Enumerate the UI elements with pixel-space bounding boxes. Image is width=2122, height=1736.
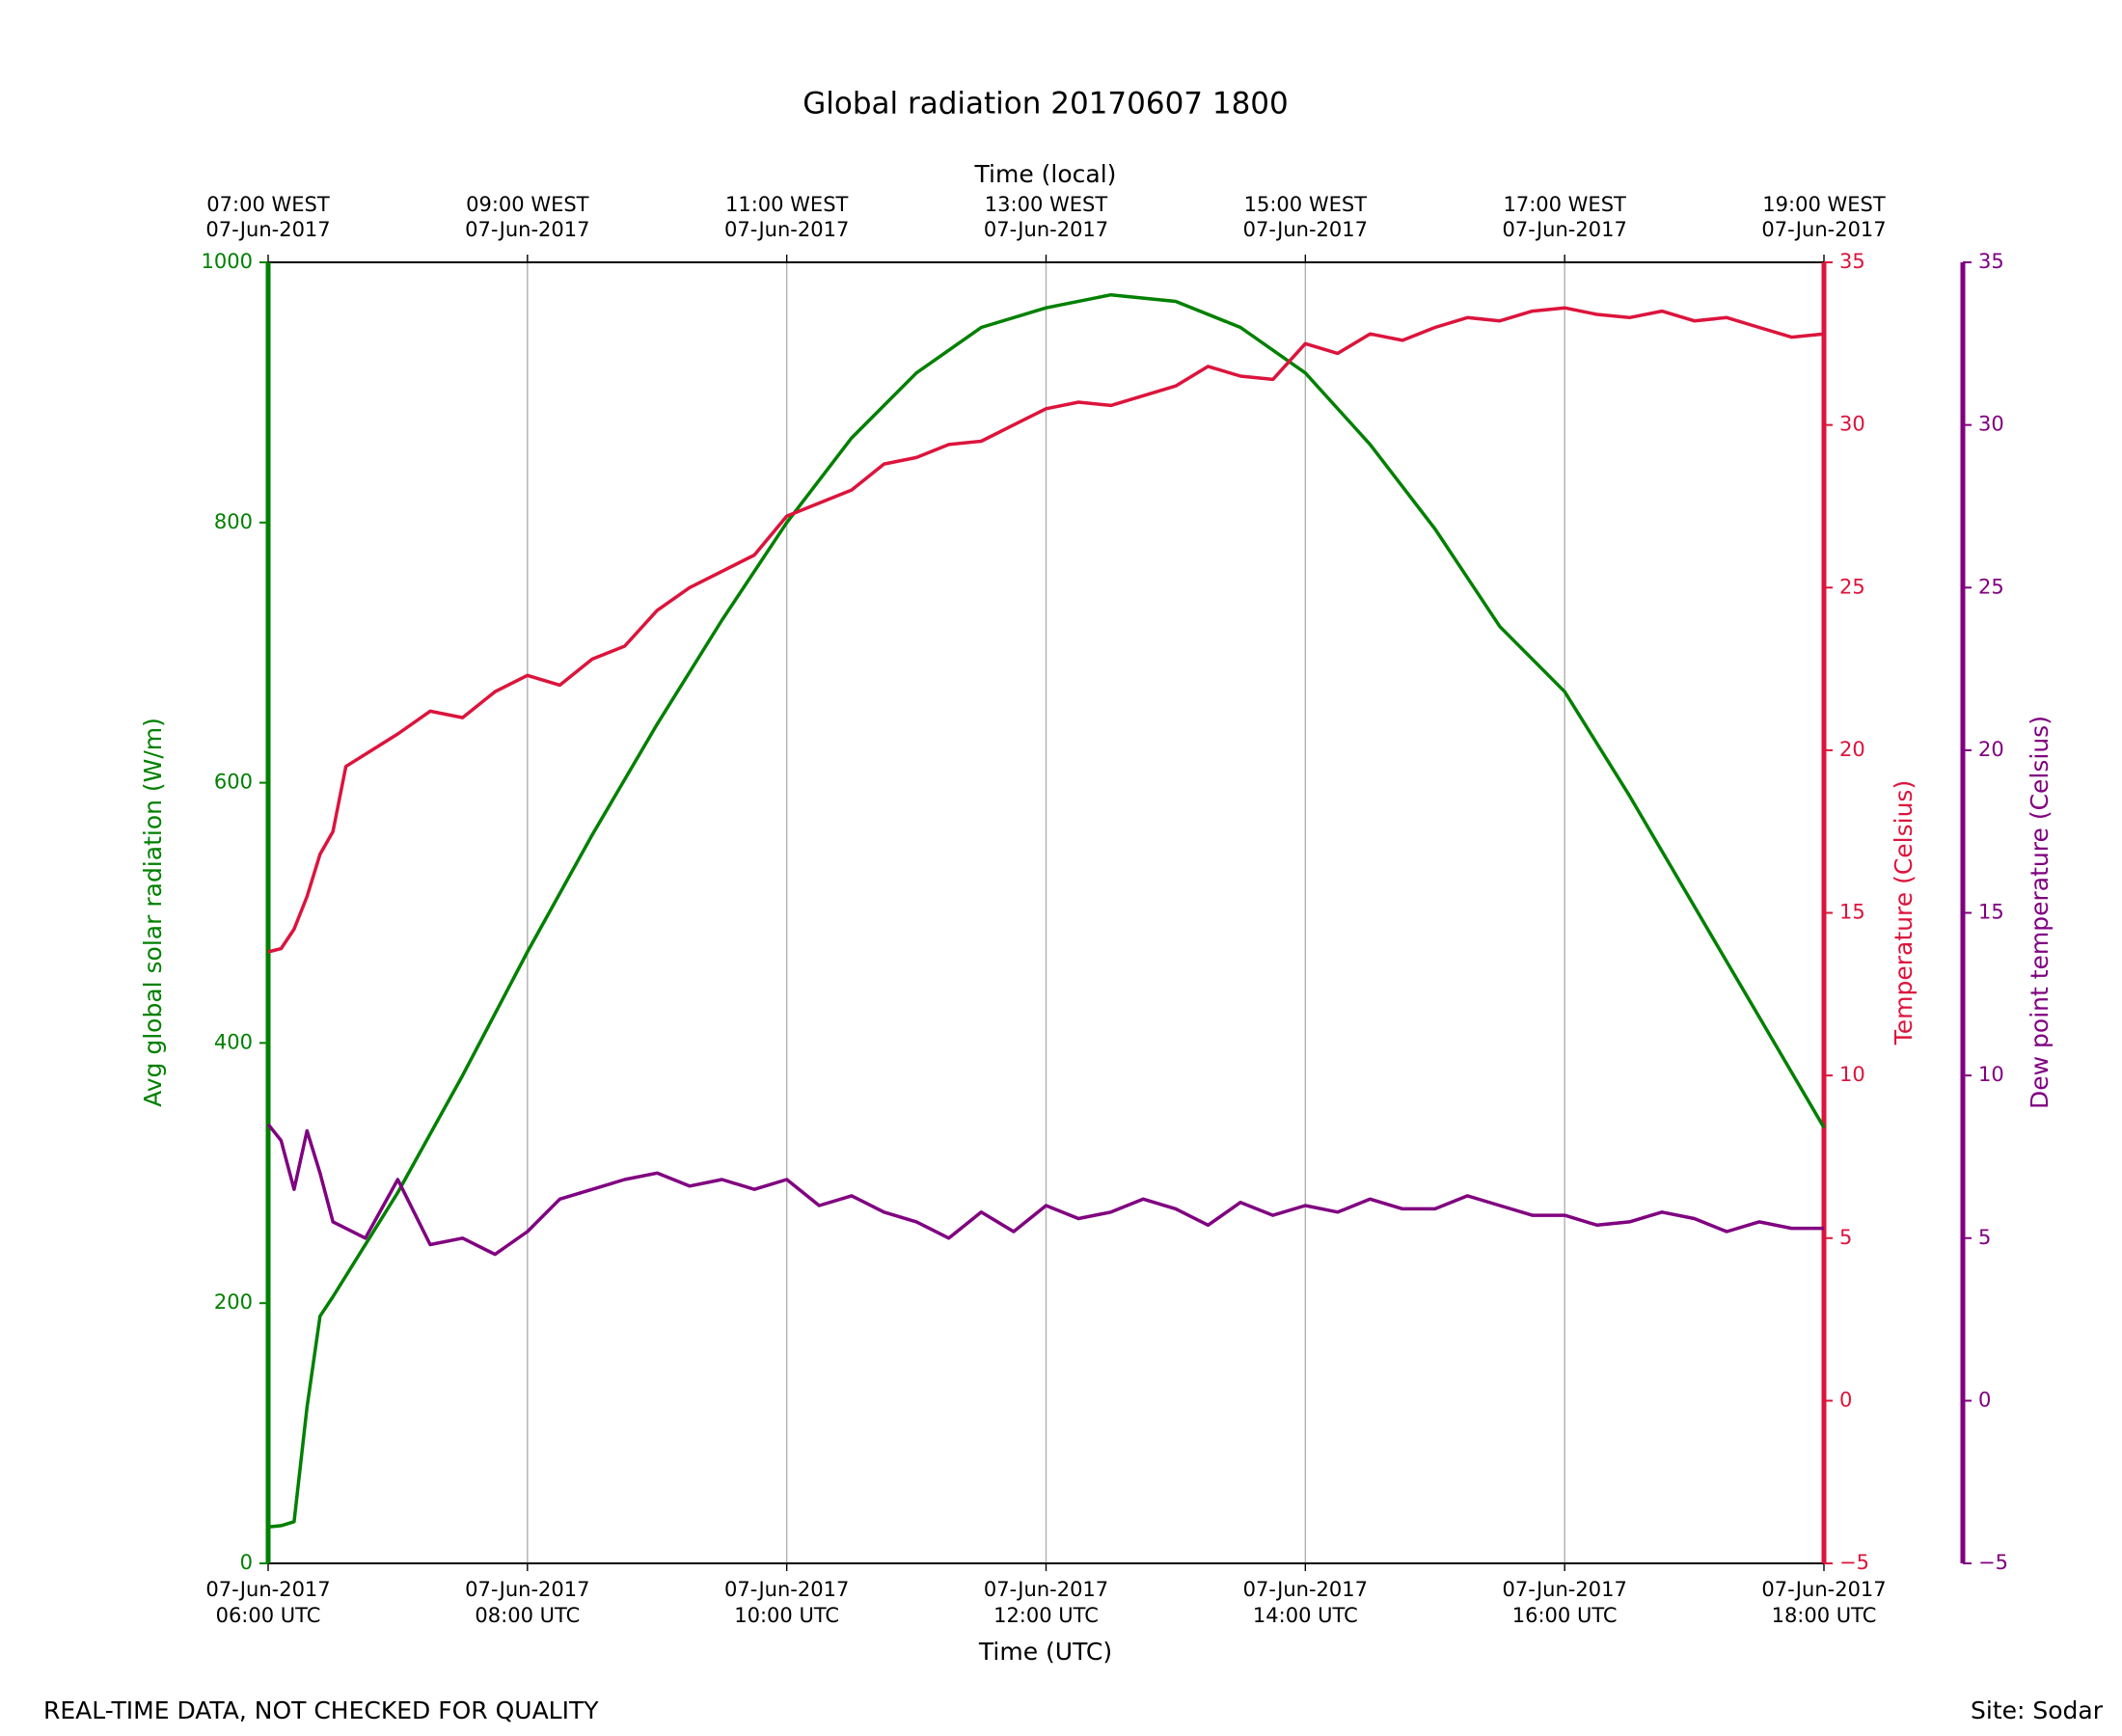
y2-axis-label: Temperature (Celsius) (1890, 780, 1918, 1045)
x-tick-label-line: 07-Jun-2017 (1761, 1578, 1886, 1601)
top-x-tick-label: 07:00 WEST 07-Jun-2017 (205, 193, 330, 241)
y3-tick-label: 25 (1978, 575, 2004, 598)
footer-right: Site: Sodar (1971, 1696, 2104, 1724)
y2-tick-label: 10 (1839, 1063, 1865, 1086)
y3-axis-label: Dew point temperature (Celsius) (2026, 716, 2054, 1109)
x-tick-label-line: 07-Jun-2017 (724, 1578, 849, 1601)
x-tick-label: 07-Jun-2017 06:00 UTC (205, 1578, 330, 1627)
top-x-tick-label-line: 09:00 WEST (466, 193, 589, 216)
x-tick-label: 07-Jun-2017 14:00 UTC (1243, 1578, 1368, 1627)
top-x-tick-label-line: 13:00 WEST (985, 193, 1108, 216)
y3-tick-label: 10 (1978, 1063, 2004, 1086)
series-line (266, 1123, 1824, 1257)
series-line (267, 306, 1825, 954)
top-x-tick-label: 17:00 WEST 07-Jun-2017 (1503, 193, 1627, 241)
series-line (267, 292, 1826, 1529)
top-x-tick-label: 19:00 WEST 07-Jun-2017 (1761, 193, 1886, 241)
top-x-tick-label-line: 11:00 WEST (725, 193, 849, 216)
top-x-tick-label-line: 19:00 WEST (1762, 193, 1886, 216)
y2-tick-label: 20 (1839, 738, 1865, 761)
y2-tick-label: −5 (1839, 1551, 1869, 1574)
x-tick-label: 07-Jun-2017 10:00 UTC (724, 1578, 849, 1627)
top-x-tick-label: 15:00 WEST 07-Jun-2017 (1243, 193, 1368, 241)
x-tick-label-line: 08:00 UTC (475, 1604, 580, 1627)
top-x-tick-label: 11:00 WEST 07-Jun-2017 (724, 193, 849, 241)
footer-left: REAL-TIME DATA, NOT CHECKED FOR QUALITY (43, 1696, 599, 1724)
y-axis-label: Avg global solar radiation (W/m) (139, 718, 167, 1107)
y3-tick-label: 20 (1978, 738, 2004, 761)
top-x-axis-label: Time (local) (974, 160, 1117, 188)
x-tick-label-line: 07-Jun-2017 (1503, 1578, 1627, 1601)
x-tick-label-line: 14:00 UTC (1253, 1604, 1358, 1627)
top-x-tick-label-line: 07-Jun-2017 (1761, 218, 1886, 241)
y3-tick-label: 35 (1978, 250, 2004, 273)
y-tick-label: 200 (214, 1290, 253, 1314)
x-tick-label-line: 07-Jun-2017 (465, 1578, 589, 1601)
top-x-tick-label: 09:00 WEST 07-Jun-2017 (465, 193, 589, 241)
y-tick-label: 800 (214, 510, 253, 533)
x-tick-label: 07-Jun-2017 18:00 UTC (1761, 1578, 1886, 1627)
y-tick-label: 1000 (202, 250, 253, 273)
x-tick-label-line: 06:00 UTC (216, 1604, 321, 1627)
x-tick-label-line: 10:00 UTC (734, 1604, 839, 1627)
x-tick-label-line: 16:00 UTC (1512, 1604, 1618, 1627)
top-x-tick-label-line: 07-Jun-2017 (205, 218, 330, 241)
top-x-tick-label: 13:00 WEST 07-Jun-2017 (984, 193, 1108, 241)
y2-tick-label: 15 (1839, 901, 1865, 924)
y3-tick-label: 0 (1978, 1388, 1991, 1411)
x-tick-label-line: 18:00 UTC (1772, 1604, 1877, 1627)
y3-tick-label: −5 (1978, 1551, 2008, 1574)
top-x-tick-label-line: 15:00 WEST (1244, 193, 1368, 216)
y2-tick-label: 0 (1839, 1388, 1852, 1411)
x-tick-label: 07-Jun-2017 12:00 UTC (984, 1578, 1108, 1627)
y2-tick-label: 25 (1839, 575, 1865, 598)
x-tick-label-line: 07-Jun-2017 (1243, 1578, 1368, 1601)
x-tick-label: 07-Jun-2017 08:00 UTC (465, 1578, 589, 1627)
chart-title: Global radiation 20170607 1800 (803, 87, 1289, 122)
x-tick-label: 07-Jun-2017 16:00 UTC (1503, 1578, 1627, 1627)
x-tick-label-line: 07-Jun-2017 (984, 1578, 1108, 1601)
top-x-tick-label-line: 07-Jun-2017 (984, 218, 1108, 241)
y3-tick-label: 30 (1978, 413, 2004, 436)
y-tick-label: 400 (214, 1030, 253, 1053)
top-x-tick-label-line: 07:00 WEST (206, 193, 330, 216)
x-axis-label: Time (UTC) (978, 1638, 1112, 1666)
top-x-tick-label-line: 07-Jun-2017 (1503, 218, 1627, 241)
x-tick-label-line: 07-Jun-2017 (205, 1578, 330, 1601)
top-x-tick-label-line: 07-Jun-2017 (724, 218, 849, 241)
top-x-tick-label-line: 07-Jun-2017 (465, 218, 589, 241)
x-tick-label-line: 12:00 UTC (993, 1604, 1099, 1627)
y3-tick-label: 5 (1978, 1226, 1991, 1249)
top-x-tick-label-line: 07-Jun-2017 (1243, 218, 1368, 241)
y-tick-label: 0 (240, 1551, 253, 1574)
y3-tick-label: 15 (1978, 901, 2004, 924)
y2-tick-label: 35 (1839, 250, 1865, 273)
y2-tick-label: 30 (1839, 413, 1865, 436)
y-tick-label: 600 (214, 771, 253, 794)
y2-tick-label: 5 (1839, 1226, 1852, 1249)
top-x-tick-label-line: 17:00 WEST (1503, 193, 1626, 216)
